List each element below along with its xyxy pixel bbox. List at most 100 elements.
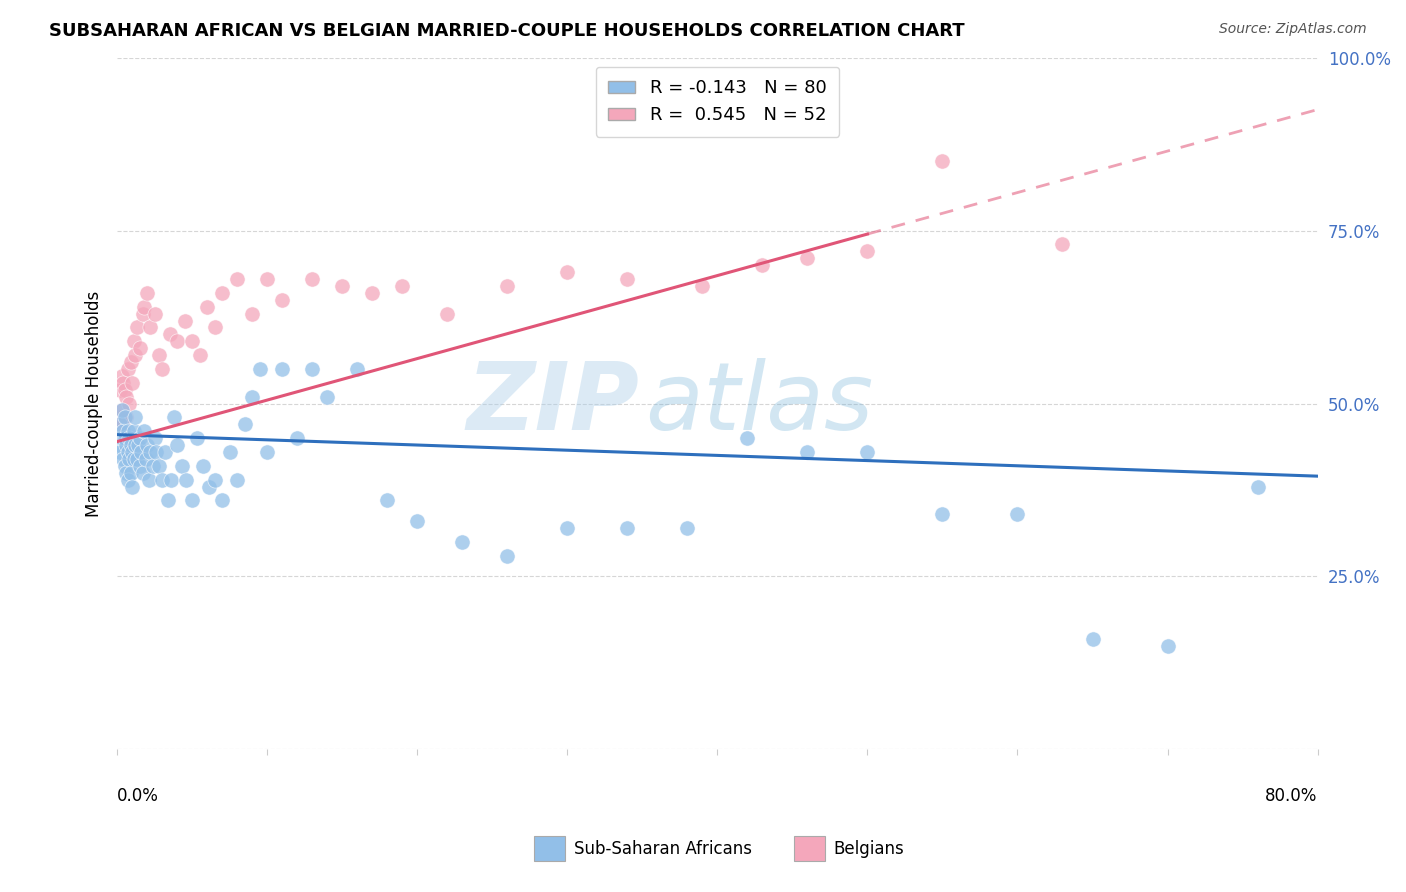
Point: [160, 473, 183, 487]
Point: [114, 431, 136, 445]
Point: [796, 252, 818, 266]
Point: [115, 466, 138, 480]
Point: [122, 424, 145, 438]
Point: [115, 438, 138, 452]
Point: [139, 445, 162, 459]
Point: [186, 431, 208, 445]
Point: [157, 493, 180, 508]
Point: [117, 424, 139, 438]
Point: [128, 431, 150, 445]
Point: [796, 445, 818, 459]
Point: [114, 410, 136, 425]
Point: [301, 362, 323, 376]
Point: [406, 514, 429, 528]
Point: [121, 479, 143, 493]
Point: [737, 431, 759, 445]
Point: [112, 424, 135, 438]
Point: [145, 445, 167, 459]
Text: 0.0%: 0.0%: [117, 788, 159, 805]
Point: [391, 279, 413, 293]
Point: [121, 376, 143, 390]
Point: [931, 154, 953, 169]
Point: [256, 272, 278, 286]
Point: [128, 341, 150, 355]
Point: [150, 473, 173, 487]
Point: [692, 279, 714, 293]
Point: [375, 493, 398, 508]
Point: [1007, 507, 1029, 521]
Point: [129, 445, 152, 459]
Point: [191, 458, 214, 473]
Text: Source: ZipAtlas.com: Source: ZipAtlas.com: [1219, 22, 1367, 37]
Point: [226, 272, 249, 286]
Point: [557, 265, 579, 279]
Point: [122, 451, 145, 466]
Point: [240, 307, 263, 321]
Point: [117, 445, 139, 459]
Point: [114, 431, 136, 445]
Point: [124, 438, 146, 452]
Point: [118, 431, 141, 445]
Legend: R = -0.143   N = 80, R =  0.545   N = 52: R = -0.143 N = 80, R = 0.545 N = 52: [596, 67, 839, 137]
Point: [111, 403, 134, 417]
Point: [496, 279, 519, 293]
Y-axis label: Married-couple Households: Married-couple Households: [86, 291, 103, 516]
Point: [166, 334, 188, 349]
Point: [271, 362, 294, 376]
Point: [120, 355, 142, 369]
Point: [128, 458, 150, 473]
Point: [138, 473, 160, 487]
Point: [195, 300, 218, 314]
Point: [301, 272, 323, 286]
Point: [436, 307, 458, 321]
Point: [197, 479, 219, 493]
Point: [218, 445, 240, 459]
Point: [173, 313, 195, 327]
Point: [148, 458, 170, 473]
Point: [114, 458, 136, 473]
Point: [188, 348, 211, 362]
Point: [316, 390, 339, 404]
Point: [271, 293, 294, 307]
Point: [1156, 639, 1178, 653]
Point: [118, 451, 141, 466]
Point: [249, 362, 271, 376]
Point: [233, 417, 256, 432]
Point: [143, 307, 166, 321]
Point: [557, 521, 579, 535]
Point: [107, 410, 129, 425]
Point: [346, 362, 368, 376]
Point: [170, 458, 193, 473]
Text: Sub-Saharan Africans: Sub-Saharan Africans: [574, 840, 752, 858]
Point: [134, 424, 156, 438]
Point: [226, 473, 249, 487]
Point: [166, 438, 188, 452]
Text: ZIP: ZIP: [467, 358, 640, 450]
Point: [125, 451, 148, 466]
Point: [131, 307, 153, 321]
Point: [122, 334, 145, 349]
Point: [1052, 237, 1074, 252]
Point: [115, 410, 138, 425]
Text: atlas: atlas: [645, 358, 873, 449]
Point: [114, 383, 136, 397]
Point: [139, 320, 162, 334]
Point: [134, 300, 156, 314]
Point: [361, 285, 384, 300]
Point: [240, 390, 263, 404]
Point: [111, 403, 134, 417]
Point: [136, 438, 159, 452]
Point: [143, 431, 166, 445]
Point: [256, 445, 278, 459]
Point: [204, 320, 226, 334]
Point: [211, 285, 233, 300]
Point: [931, 507, 953, 521]
Point: [120, 438, 142, 452]
Point: [616, 521, 638, 535]
Point: [142, 458, 165, 473]
Point: [112, 376, 135, 390]
Point: [111, 431, 134, 445]
Point: [131, 466, 153, 480]
Point: [127, 438, 149, 452]
Point: [125, 320, 148, 334]
